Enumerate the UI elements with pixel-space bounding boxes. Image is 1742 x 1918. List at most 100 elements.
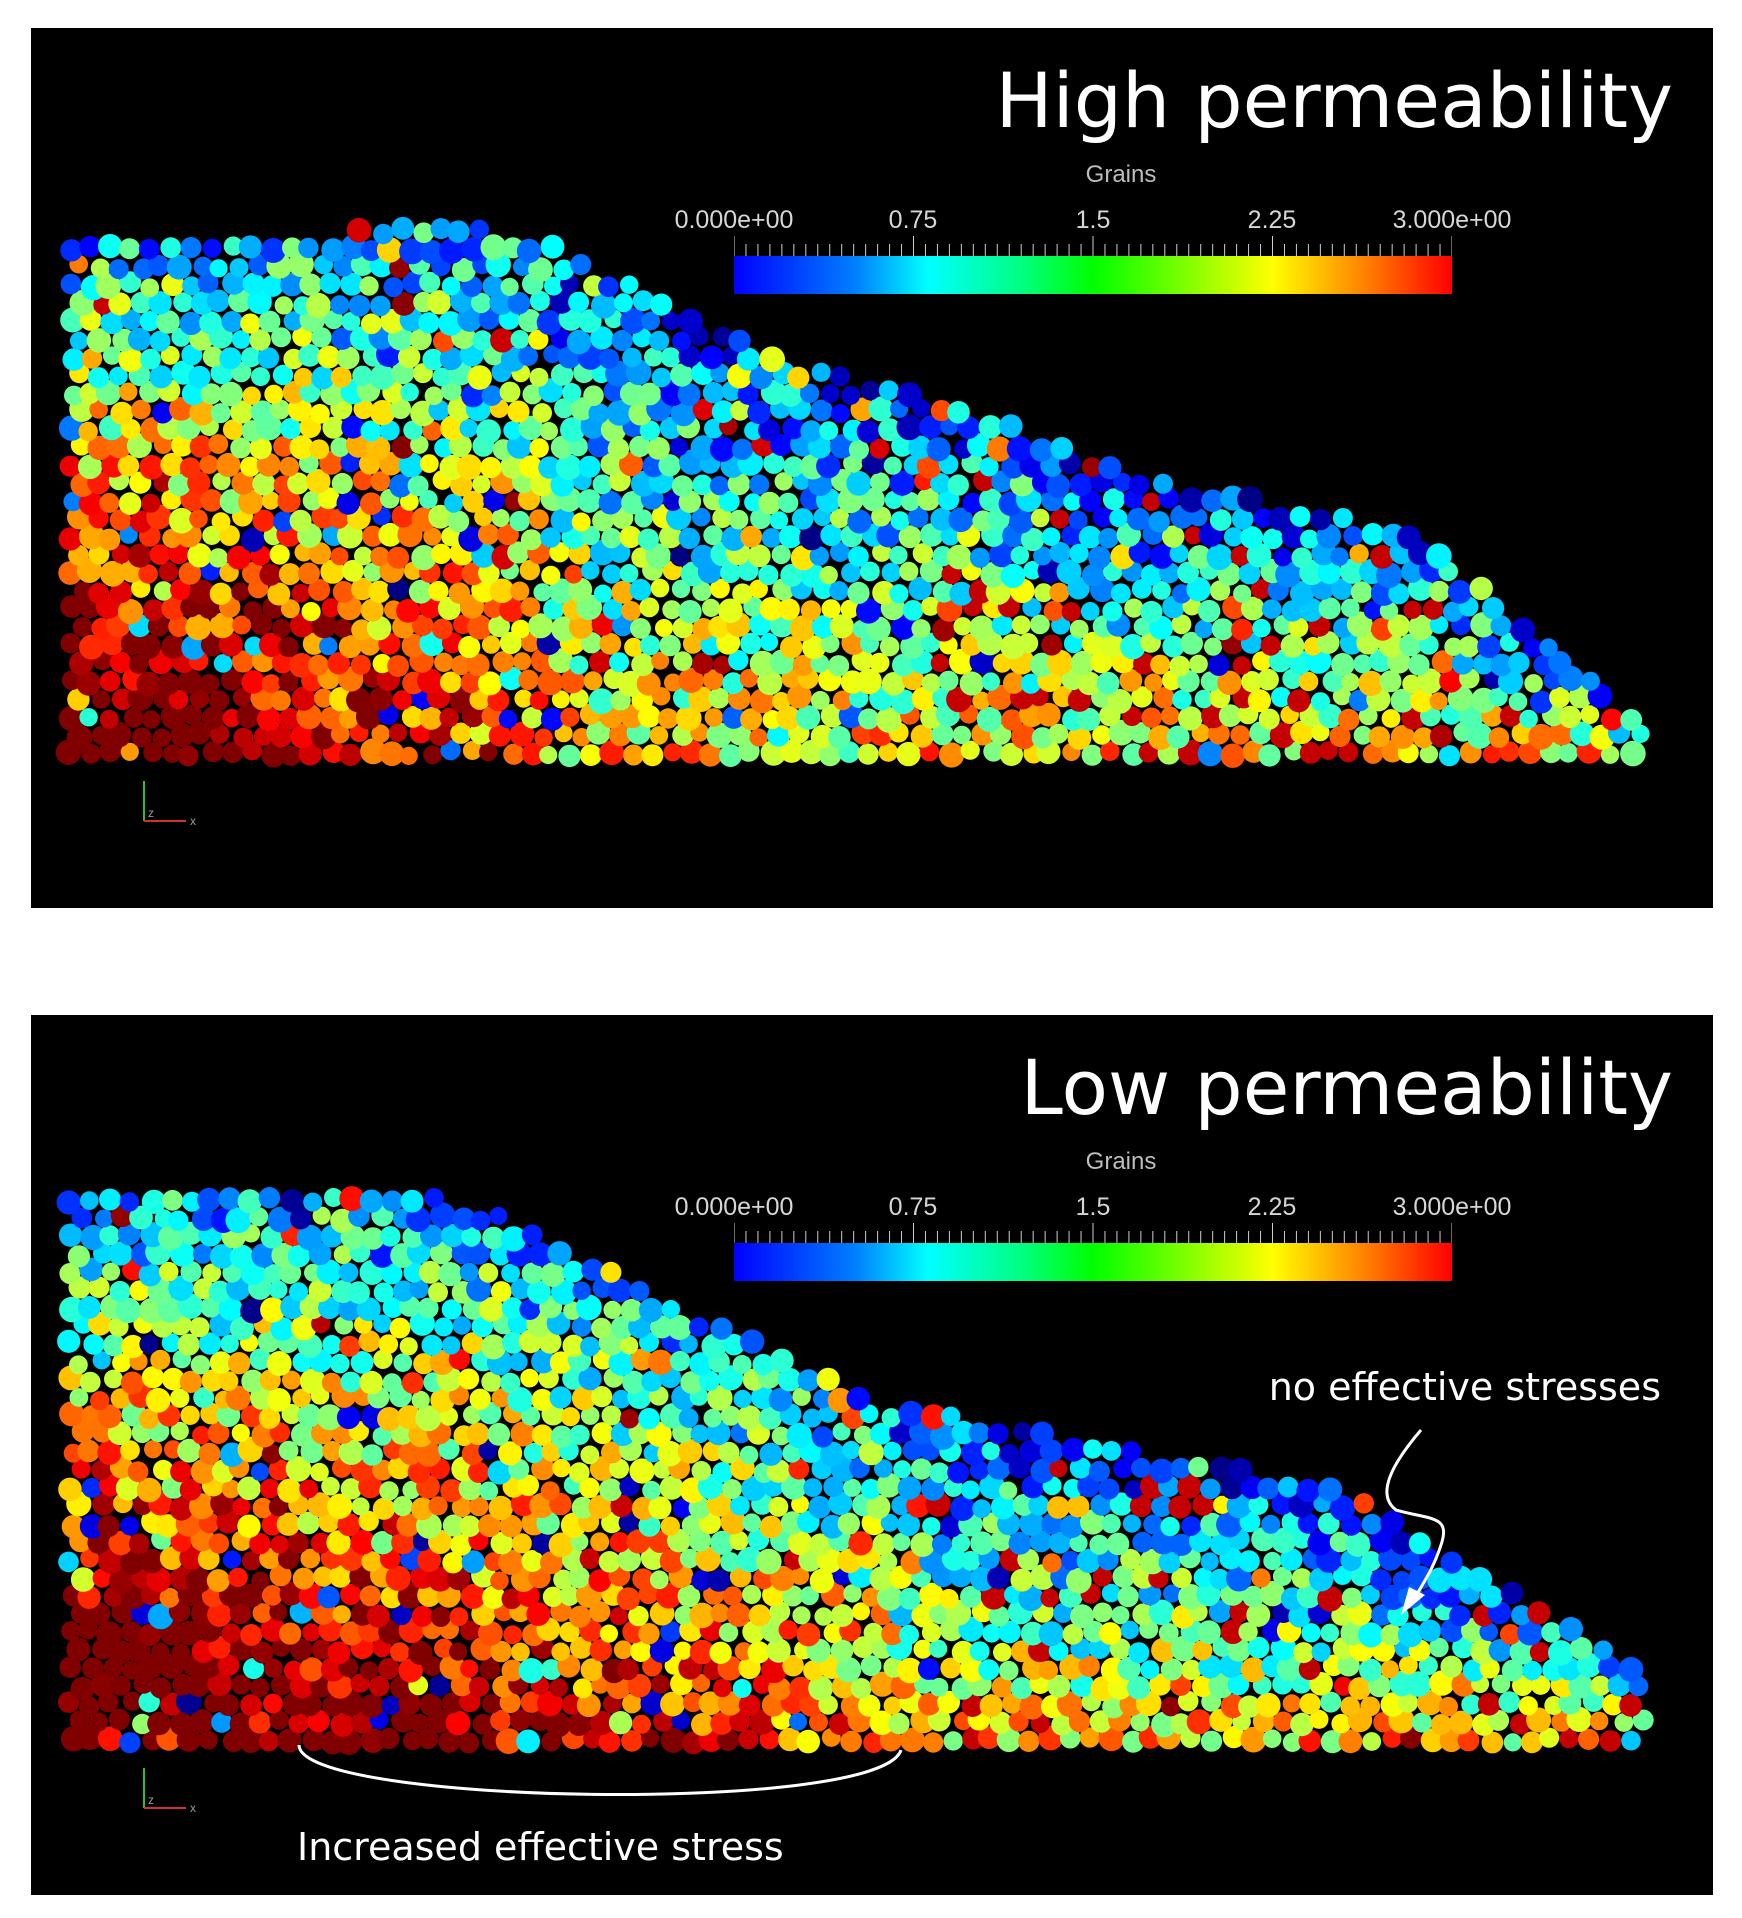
grain <box>333 1245 353 1265</box>
grain <box>429 1241 453 1265</box>
grain <box>691 507 711 527</box>
grain <box>298 1692 322 1717</box>
grain <box>1452 1636 1475 1659</box>
grain <box>638 1298 664 1323</box>
grain <box>1418 1619 1442 1642</box>
grain <box>1172 689 1192 710</box>
grain <box>692 1674 711 1693</box>
grain <box>619 1476 640 1497</box>
grain <box>225 1207 252 1234</box>
grain <box>732 1355 752 1374</box>
grain <box>1363 601 1383 620</box>
grain <box>209 582 233 605</box>
grain <box>274 296 293 315</box>
grain <box>702 669 724 690</box>
grain <box>840 1693 866 1719</box>
grain <box>206 1569 230 1593</box>
grain <box>280 599 300 619</box>
grain <box>569 688 589 709</box>
grain <box>1519 709 1538 729</box>
grain <box>388 723 408 742</box>
grain <box>141 493 161 513</box>
grain <box>366 1604 390 1628</box>
grain <box>949 581 974 606</box>
grain <box>110 581 133 604</box>
grain <box>1293 1642 1315 1664</box>
grain <box>860 1655 882 1677</box>
grain <box>1110 583 1131 604</box>
grain <box>1332 508 1353 528</box>
grain <box>1117 1656 1141 1681</box>
grain <box>269 1564 292 1587</box>
grain <box>738 1729 759 1750</box>
grain <box>999 742 1024 767</box>
grain <box>417 1548 441 1572</box>
grain <box>966 433 991 458</box>
grain <box>458 1476 482 1501</box>
grain <box>99 670 121 692</box>
grain <box>1529 1642 1550 1663</box>
grain <box>576 1693 601 1718</box>
grain <box>1080 1509 1106 1535</box>
grain <box>1048 1641 1069 1661</box>
grain <box>761 528 782 548</box>
grain <box>177 1333 200 1356</box>
grain <box>1298 1658 1321 1681</box>
grain <box>237 1514 261 1538</box>
grain <box>1288 1604 1312 1628</box>
grain <box>168 1210 189 1231</box>
grain <box>1207 654 1230 676</box>
grain <box>190 1459 216 1484</box>
grain <box>587 433 612 458</box>
grain <box>156 310 180 334</box>
grain <box>858 708 880 730</box>
grain <box>660 1727 686 1753</box>
grain <box>836 1657 862 1683</box>
grain <box>288 1712 310 1734</box>
grain <box>167 473 191 497</box>
grain <box>76 671 101 696</box>
grain <box>373 1282 394 1303</box>
grain <box>592 474 613 495</box>
grain <box>1559 1729 1579 1749</box>
grain <box>618 452 644 477</box>
grain <box>181 1191 202 1212</box>
grain <box>1148 1599 1175 1626</box>
grain <box>792 1387 811 1406</box>
grain <box>892 653 915 677</box>
grain <box>1621 1730 1641 1751</box>
grain <box>580 744 602 766</box>
grain <box>1141 707 1162 728</box>
grain <box>511 1533 532 1554</box>
grain <box>543 598 565 620</box>
grain <box>451 655 471 676</box>
grain <box>399 238 425 265</box>
grain <box>1208 1672 1235 1699</box>
grain <box>123 707 144 728</box>
grain <box>222 419 244 440</box>
legend-tick-label: 3.000e+00 <box>1392 206 1512 234</box>
grain <box>600 1261 622 1283</box>
grain <box>89 400 108 419</box>
grain <box>1530 1675 1551 1695</box>
grain <box>678 1408 699 1428</box>
grain <box>813 1389 833 1409</box>
grain <box>209 1351 233 1374</box>
grain <box>141 710 161 729</box>
grain <box>1461 1694 1482 1715</box>
grain <box>381 1190 403 1212</box>
grain <box>897 1657 923 1684</box>
grain <box>632 1568 654 1590</box>
grain <box>87 367 109 389</box>
grain <box>929 1677 949 1697</box>
grain <box>677 308 703 334</box>
grain <box>717 1441 740 1464</box>
grain <box>641 1370 663 1392</box>
grain <box>201 1369 224 1392</box>
grain <box>290 724 315 749</box>
grain <box>1220 1694 1245 1719</box>
grain <box>881 1622 904 1646</box>
grain <box>808 1675 833 1701</box>
grain <box>869 1710 895 1736</box>
grain <box>890 511 910 531</box>
